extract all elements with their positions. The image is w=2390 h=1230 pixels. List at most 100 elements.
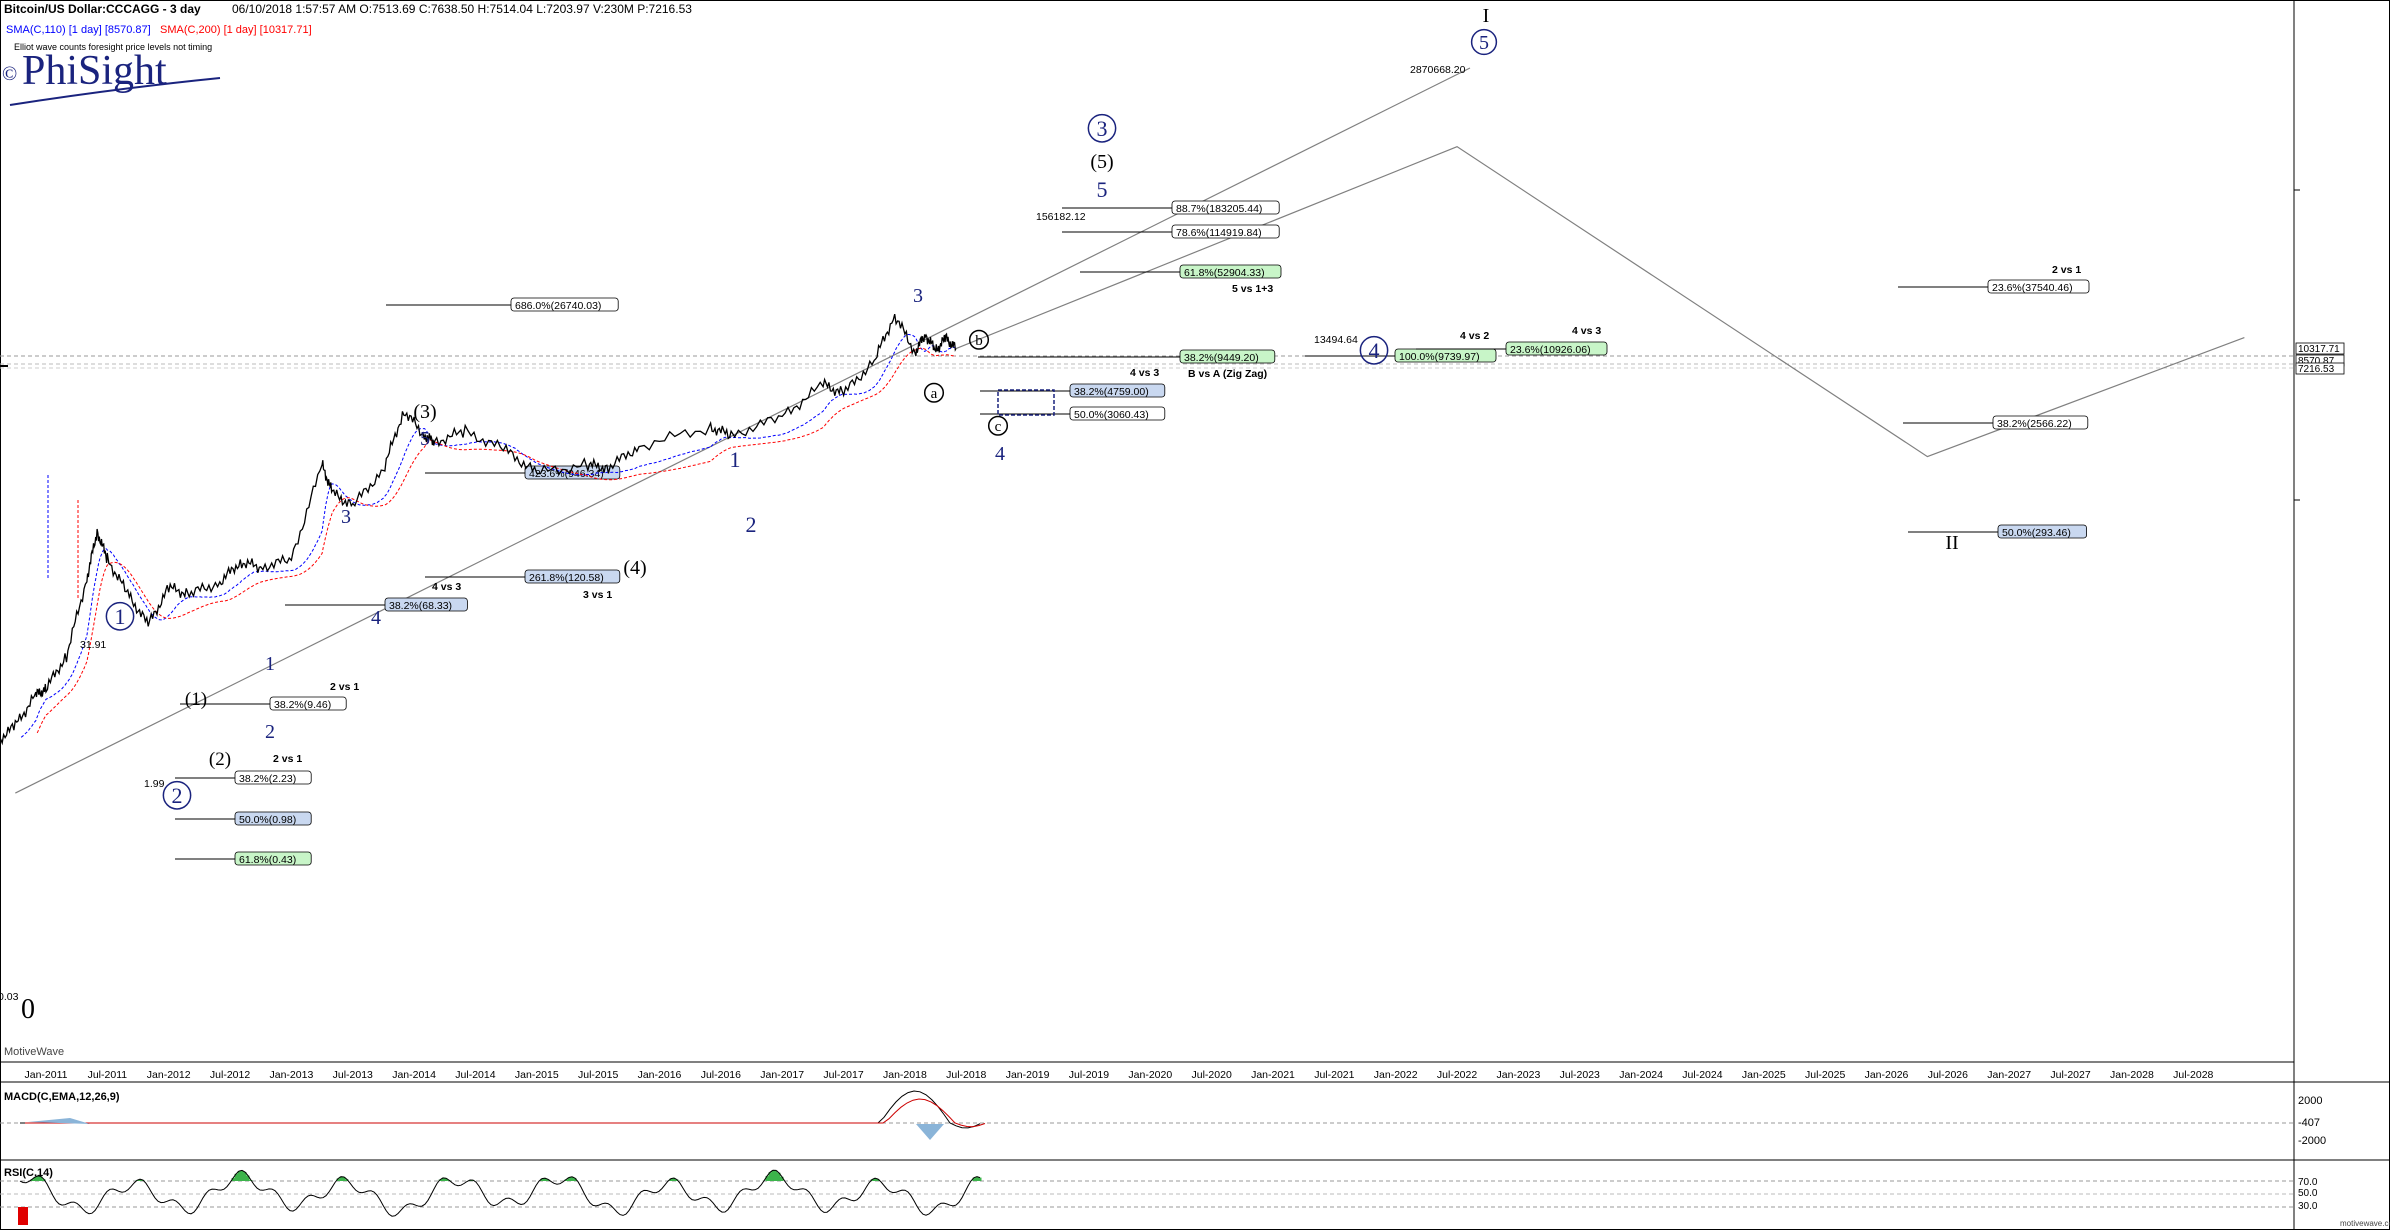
rsi-line — [19, 1169, 981, 1217]
wave-label: a — [931, 386, 938, 402]
x-tick-label: Jan-2021 — [1251, 1069, 1295, 1081]
rsi-overbought-fill — [342, 1177, 346, 1181]
rsi-overbought-fill — [543, 1178, 547, 1181]
fib-box — [269, 696, 347, 711]
wave-circle — [987, 415, 1009, 436]
wave-label: 2 — [265, 721, 275, 743]
fib-box — [1069, 406, 1166, 421]
wave-label: (2) — [209, 749, 231, 770]
fib-label: 261.8%(120.58) — [529, 572, 604, 584]
wave-label: (1) — [185, 689, 207, 710]
rsi-overbought-fill — [777, 1172, 781, 1181]
x-tick-label: Jul-2017 — [823, 1069, 863, 1081]
fib-note: 2 vs 1 — [2052, 264, 2081, 276]
sma-red-line — [36, 347, 956, 734]
wave-label: (4) — [623, 557, 646, 579]
trendline — [15, 67, 1471, 794]
x-tick-label: Jul-2014 — [455, 1069, 495, 1081]
x-tick-label: Jul-2026 — [1928, 1069, 1968, 1081]
rsi-overbought-fill — [774, 1170, 778, 1181]
fib-box — [1179, 349, 1276, 364]
fib-label: 23.6%(37540.46) — [1992, 282, 2073, 294]
phisight-logo: © PhiSight — [2, 48, 221, 106]
fib-label: 61.8%(52904.33) — [1184, 267, 1265, 279]
wave-circle — [1359, 335, 1389, 365]
rsi-axis-label: 30.0 — [2298, 1201, 2318, 1212]
macd-histogram — [28, 1118, 90, 1124]
x-tick-label: Jan-2025 — [1742, 1069, 1786, 1081]
fib-box — [510, 297, 619, 312]
rsi-overbought-fill — [564, 1179, 568, 1181]
x-tick-label: Jan-2019 — [1006, 1069, 1050, 1081]
x-tick-label: Jul-2016 — [701, 1069, 741, 1081]
fib-box — [234, 770, 312, 785]
fib-box — [1069, 383, 1166, 398]
fib-label: 50.0%(0.98) — [239, 814, 296, 826]
x-tick-label: Jan-2015 — [515, 1069, 559, 1081]
wave-label: I — [1483, 5, 1490, 27]
macd-axis-label: 2000 — [2298, 1095, 2322, 1107]
price-annotation: 156182.12 — [1036, 211, 1086, 223]
x-tick-label: Jan-2027 — [1987, 1069, 2031, 1081]
macd-axis-label: -2000 — [2298, 1135, 2326, 1147]
x-tick-label: Jul-2011 — [88, 1069, 128, 1081]
rsi-overbought-fill — [234, 1173, 238, 1181]
fib-label: 78.6%(114919.84) — [1176, 227, 1262, 239]
wave-label: 3 — [913, 285, 923, 307]
disclaimer: Elliot wave counts foresight price level… — [14, 42, 212, 52]
sma-blue-line — [20, 334, 957, 738]
fib-box — [1987, 279, 2090, 294]
fib-note: 5 vs 1+3 — [1232, 283, 1273, 295]
fib-note: 4 vs 3 — [432, 581, 461, 593]
x-tick-label: Jul-2018 — [946, 1069, 986, 1081]
wave-circle — [105, 601, 135, 631]
price-annotation: 1.99 — [144, 778, 165, 790]
x-tick-label: Jan-2014 — [392, 1069, 436, 1081]
wave-label: 1 — [265, 653, 275, 675]
wave-label: 1 — [730, 447, 741, 472]
wave-label: b — [975, 333, 983, 349]
fib-label: 38.2%(2.23) — [239, 773, 296, 785]
rsi-overbought-fill — [768, 1172, 772, 1181]
right-price-tag — [2295, 362, 2345, 375]
rsi-overbought-fill — [546, 1179, 550, 1181]
rsi-overbought-fill — [39, 1176, 43, 1181]
x-tick-label: Jan-2012 — [147, 1069, 191, 1081]
fib-label: 50.0%(293.46) — [2002, 527, 2071, 539]
rsi-overbought-fill — [765, 1176, 769, 1181]
fib-label: 38.2%(4759.00) — [1074, 386, 1149, 398]
rsi-overbought-fill — [975, 1176, 979, 1181]
target-zone-box — [997, 389, 1055, 416]
svg-text:©: © — [2, 63, 17, 85]
wave-circle — [162, 780, 192, 810]
price-annotation: 13494.64 — [1314, 334, 1358, 346]
fib-box — [1997, 524, 2087, 539]
rsi-overbought-fill — [339, 1176, 343, 1181]
rsi-overbought-fill — [246, 1175, 250, 1181]
rsi-overbought-fill — [573, 1178, 577, 1181]
rsi-overbought-fill — [441, 1177, 445, 1181]
x-tick-label: Jan-2024 — [1619, 1069, 1663, 1081]
macd-signal-line — [25, 1098, 986, 1128]
fib-label: 38.2%(68.33) — [389, 600, 452, 612]
rsi-overbought-fill — [138, 1179, 142, 1181]
x-tick-label: Jul-2023 — [1560, 1069, 1600, 1081]
sma-blue-legend: SMA(C,110) [1 day] [8570.87] — [6, 24, 151, 36]
rsi-overbought-fill — [540, 1178, 544, 1181]
rsi-overbought-fill — [336, 1178, 340, 1181]
rsi-overbought-fill — [33, 1177, 37, 1181]
fib-box — [384, 597, 468, 612]
wave-label: 4 — [995, 443, 1005, 465]
chart-title: Bitcoin/US Dollar:CCCAGG - 3 day — [4, 2, 201, 16]
wave-circle — [923, 382, 945, 403]
rsi-overbought-fill — [36, 1175, 40, 1181]
rsi-overbought-fill — [345, 1179, 349, 1181]
fib-label: 23.6%(10926.06) — [1510, 344, 1591, 356]
rsi-overbought-fill — [771, 1170, 775, 1181]
wave-label: 1 — [115, 604, 126, 629]
fib-label: 38.2%(9.46) — [274, 699, 331, 711]
fib-box — [234, 811, 312, 826]
footer-brand: motivewave.com — [2340, 1219, 2390, 1228]
